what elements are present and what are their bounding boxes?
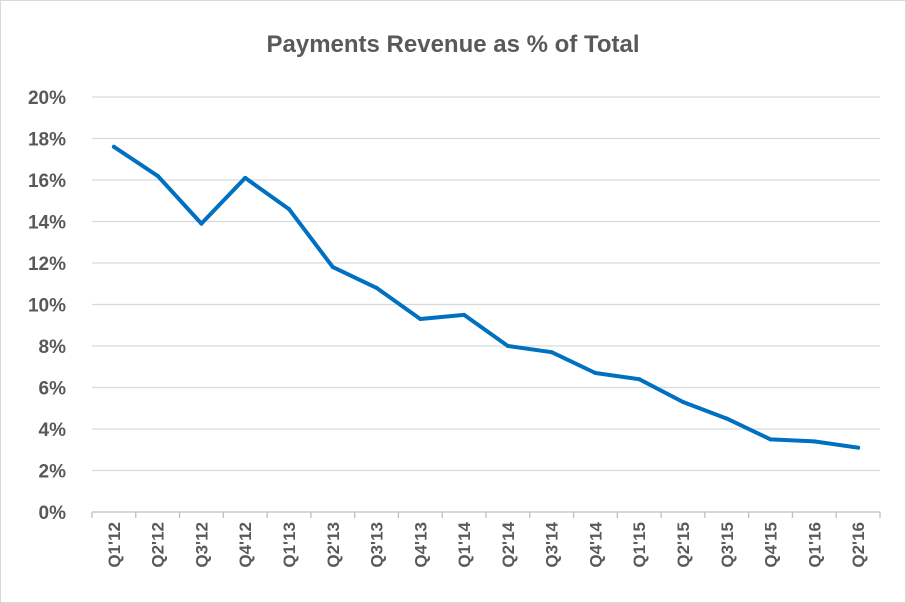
x-tick-label: Q2'13	[324, 522, 343, 568]
x-tick-label: Q2'12	[149, 522, 168, 568]
x-tick-label: Q1'12	[105, 522, 124, 568]
y-tick-label: 18%	[28, 130, 66, 151]
y-tick-label: 20%	[28, 88, 66, 109]
y-tick-label: 2%	[39, 462, 67, 483]
data-point	[681, 400, 685, 405]
y-tick-label: 10%	[28, 296, 66, 317]
y-tick-label: 8%	[39, 337, 67, 358]
x-tick-label: Q4'14	[586, 521, 605, 567]
y-tick-label: 14%	[28, 213, 66, 234]
x-tick-label: Q4'13	[411, 522, 430, 568]
series-line	[111, 144, 861, 450]
y-tick-label: 12%	[28, 254, 66, 275]
data-point	[287, 207, 291, 212]
data-point	[243, 175, 248, 180]
x-tick-label: Q1'13	[280, 522, 299, 568]
x-tick-label: Q1'15	[630, 522, 649, 568]
data-point	[549, 350, 554, 355]
x-tick-label: Q2'16	[849, 522, 868, 568]
y-tick-label: 0%	[39, 503, 67, 524]
x-tick-label: Q3'13	[368, 522, 387, 568]
data-point	[637, 377, 642, 382]
data-point	[199, 221, 204, 226]
data-point	[856, 445, 861, 450]
y-axis-ticks: 0% 2% 4% 6% 8% 10% 12% 14% 16% 18% 20%	[28, 88, 66, 524]
x-tick-label: Q3'12	[192, 522, 211, 568]
data-point	[418, 317, 423, 322]
data-point	[155, 173, 160, 178]
chart-title: Payments Revenue as % of Total	[266, 31, 639, 58]
y-tick-label: 6%	[39, 379, 67, 400]
y-tick-label: 16%	[28, 171, 66, 192]
gridlines	[91, 96, 881, 518]
x-axis-ticks: Q1'12 Q2'12 Q3'12 Q4'12 Q1'13 Q2'13 Q3'13 Q4'13…	[105, 521, 868, 567]
x-tick-label: Q3'14	[543, 521, 562, 567]
x-tick-label: Q1'14	[455, 521, 474, 567]
data-point	[768, 437, 773, 442]
data-point	[462, 312, 467, 317]
series-layer	[111, 144, 861, 450]
data-point	[374, 285, 379, 290]
data-point	[111, 144, 116, 149]
x-tick-label: Q4'15	[762, 522, 781, 568]
x-tick-label: Q2'14	[499, 521, 518, 567]
data-point	[505, 344, 510, 348]
data-point	[330, 265, 335, 270]
x-tick-label: Q1'16	[805, 522, 824, 568]
data-point	[593, 370, 598, 375]
x-tick-label: Q2'15	[674, 522, 693, 568]
x-tick-label: Q4'12	[236, 522, 255, 568]
y-tick-label: 4%	[39, 420, 67, 441]
x-tick-label: Q3'15	[718, 522, 737, 568]
data-point	[812, 439, 817, 444]
data-point	[724, 416, 729, 421]
